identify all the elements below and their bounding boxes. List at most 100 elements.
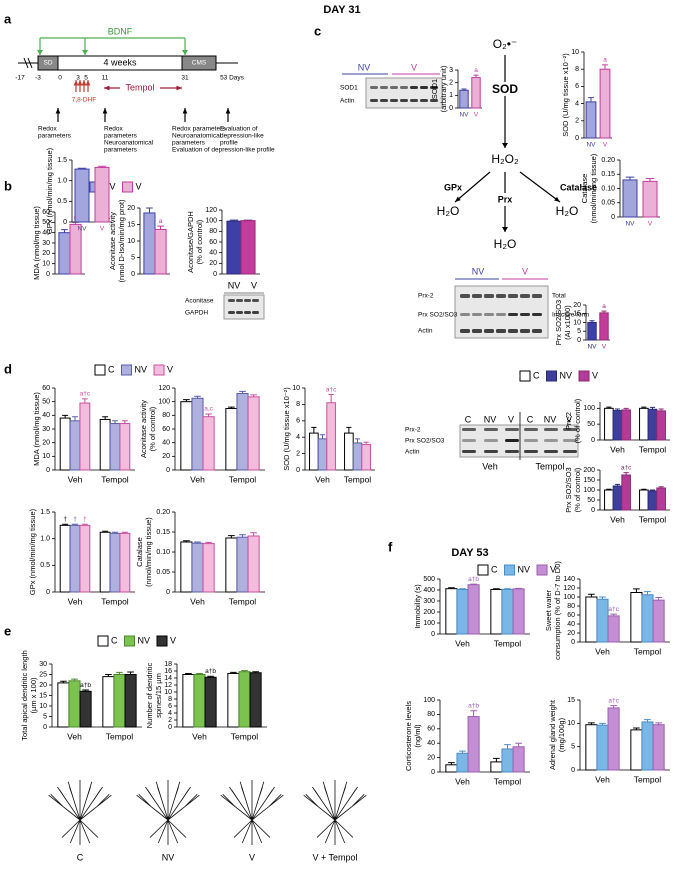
error-bar [72, 416, 78, 421]
y-tick-label: 20 [39, 682, 47, 689]
legend-swatch [477, 564, 489, 576]
y-axis-label: Prx-2 [564, 412, 573, 430]
panel-label: a [4, 11, 12, 26]
bar [119, 532, 131, 593]
blot-band [400, 86, 408, 89]
y-tick-label: 0 [166, 467, 170, 474]
bar [113, 674, 126, 728]
error-bar [116, 671, 123, 675]
y-axis-label: (% of control) [573, 398, 582, 443]
y-tick-label: 5 [43, 713, 47, 720]
blot-group: Veh [482, 461, 498, 471]
blot-lane: V [566, 414, 572, 424]
error-bar [623, 472, 629, 475]
y-tick-label: 8 [575, 66, 579, 73]
bar [204, 676, 217, 728]
bar [501, 748, 514, 773]
species: H₂O₂ [491, 152, 519, 166]
legend-label: V [167, 364, 173, 374]
blot-band [380, 86, 388, 89]
error-bar [60, 680, 67, 683]
blot-group: V [251, 280, 257, 290]
y-tick-label: 120 [158, 385, 170, 392]
y-tick-label: 60 [162, 426, 170, 433]
y-tick-label: 1 [449, 92, 453, 99]
bar [317, 438, 328, 471]
y-tick-label: 18 [164, 661, 172, 668]
blot-band [484, 329, 494, 333]
arrow-head [554, 196, 560, 202]
blot-band [462, 450, 476, 453]
y-tick-label: 10 [42, 261, 50, 268]
panel-label: e [4, 623, 11, 638]
bar [109, 423, 121, 471]
bar [596, 598, 609, 643]
y-axis-label: Prx SO2/SO3 [564, 467, 573, 512]
bar [641, 721, 654, 771]
error-bar [649, 489, 656, 491]
blot-row: GAPDH [185, 310, 208, 317]
blot-row: Actin [418, 328, 433, 335]
legend-swatch [519, 370, 531, 382]
arrow-head [502, 227, 508, 232]
legend-swatch [122, 181, 134, 193]
blot [223, 294, 265, 320]
y-axis-label: (µm x 100) [29, 677, 38, 713]
x-tick-label: Tempol [494, 638, 522, 648]
x-tick-label: Tempol [634, 774, 662, 784]
error-bar [241, 670, 248, 672]
blot-band [496, 294, 506, 298]
bar [57, 682, 70, 728]
bar [58, 232, 71, 275]
x-tick-label: Veh [315, 474, 330, 484]
error-bar [62, 414, 69, 419]
error-bar [205, 413, 212, 417]
bar [74, 168, 90, 223]
x-tick-label: Veh [190, 596, 205, 606]
bar [154, 228, 167, 275]
y-axis-label: (% of control) [195, 219, 204, 264]
day-label: 53 Days [220, 75, 245, 82]
significance-label: a†c [608, 697, 619, 704]
error-bar [588, 97, 594, 102]
bar [226, 220, 242, 275]
y-tick-label: 120 [563, 585, 575, 592]
event-label: parameters [172, 140, 206, 147]
timeline-label: 4 weeks [103, 57, 137, 67]
y-tick-label: 60 [209, 239, 217, 246]
bar [490, 588, 503, 635]
y-tick-label: 3 [449, 67, 453, 74]
error-bar [599, 722, 606, 726]
bar [69, 524, 81, 593]
blot-band [508, 329, 518, 333]
legend-label: NV [518, 564, 531, 574]
blot-group: V [411, 62, 417, 72]
bar [501, 588, 514, 635]
panel-label: b [4, 178, 12, 193]
y-tick-label: 20 [42, 250, 50, 257]
legend-swatch [124, 635, 135, 647]
blot-group: Tempol [535, 461, 564, 471]
y-axis-label: (nmol/min/mg tissue) [144, 517, 153, 587]
y-tick-label: 100 [423, 697, 435, 704]
bar [79, 690, 92, 728]
label-bg [492, 193, 518, 206]
error-bar [62, 523, 69, 526]
blot-band [520, 329, 530, 333]
y-tick-label: 1.0 [40, 536, 50, 543]
y-tick-label: 15 [567, 697, 575, 704]
legend-label: C [111, 635, 118, 645]
blot-band [505, 439, 519, 442]
y-axis-label: Aconitase activity [139, 400, 148, 458]
bar [604, 489, 614, 511]
bar [227, 672, 240, 728]
timeline-box [181, 55, 217, 71]
y-tick-label: 6 [575, 83, 579, 90]
x-tick-label: V [100, 226, 105, 233]
blot-band [236, 299, 243, 302]
error-bar [71, 678, 78, 681]
line [27, 57, 33, 69]
blot-band [484, 439, 498, 442]
event-label: Evaluation of depression-like profile [172, 147, 275, 154]
bar [656, 487, 666, 511]
